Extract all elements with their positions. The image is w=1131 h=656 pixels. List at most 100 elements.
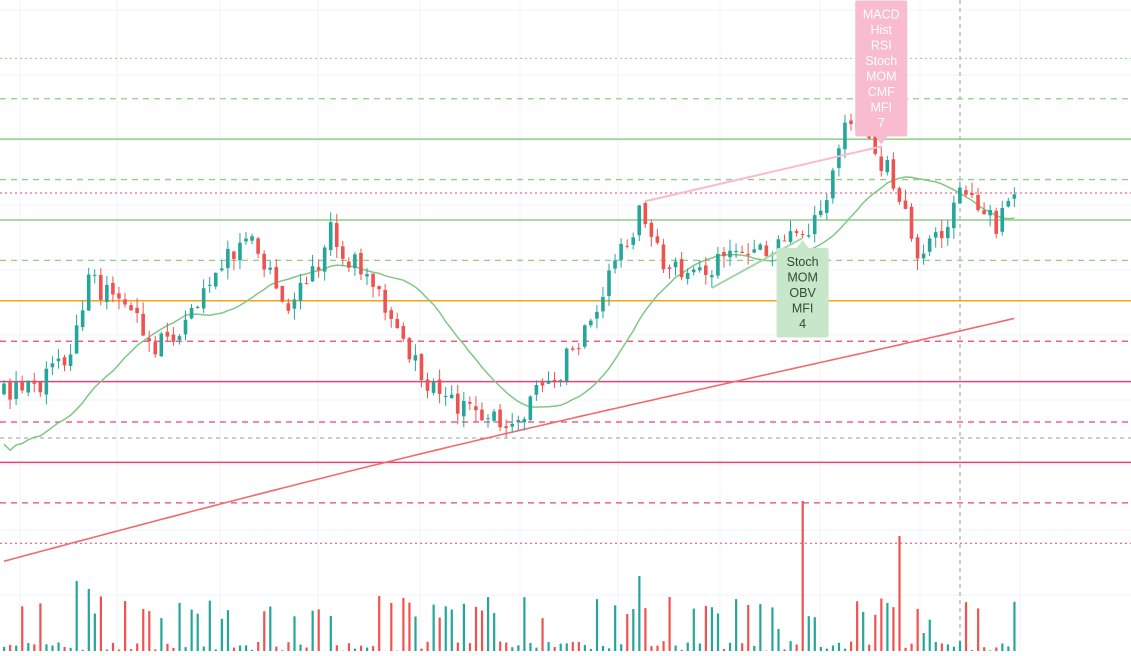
candle-body xyxy=(135,308,139,313)
candle-body xyxy=(178,336,182,340)
volume-bar xyxy=(529,643,531,651)
candle-body xyxy=(722,252,726,256)
candle-body xyxy=(916,237,920,258)
candle-body xyxy=(637,205,641,235)
volume-bar xyxy=(287,642,289,651)
volume-bar xyxy=(838,643,840,651)
volume-bar xyxy=(3,647,5,651)
candle-body xyxy=(244,239,248,242)
volume-bar xyxy=(233,648,235,651)
volume-bar xyxy=(535,648,537,651)
candle-body xyxy=(335,223,339,247)
candle-body xyxy=(1013,194,1017,198)
candle-body xyxy=(698,267,702,270)
candle-body xyxy=(631,237,635,244)
candle-body xyxy=(976,195,980,210)
candle-body xyxy=(601,297,605,311)
volume-bar xyxy=(632,609,634,651)
volume-bar xyxy=(650,646,652,651)
candle-body xyxy=(220,268,224,270)
volume-bar xyxy=(868,645,870,651)
volume-bar xyxy=(142,609,144,651)
candle-body xyxy=(111,283,115,295)
volume-bar xyxy=(669,597,671,651)
volume-bar xyxy=(941,643,943,651)
candle-body xyxy=(414,355,418,360)
candle-body xyxy=(535,385,539,395)
volume-bar xyxy=(27,643,29,651)
volume-bar xyxy=(929,620,931,651)
volume-bar xyxy=(293,616,295,651)
volume-bar xyxy=(1013,602,1015,651)
candle-body xyxy=(565,349,569,381)
candle-body xyxy=(795,231,799,233)
volume-bar xyxy=(578,642,580,651)
candle-body xyxy=(117,293,121,298)
volume-bar xyxy=(832,645,834,651)
volume-bar xyxy=(427,642,429,651)
candle-body xyxy=(801,234,805,235)
candle-body xyxy=(256,238,260,253)
volume-bar xyxy=(705,606,707,651)
candle-body xyxy=(262,254,266,270)
candle-body xyxy=(740,252,744,253)
candle-body xyxy=(190,308,194,319)
candle-body xyxy=(69,354,73,366)
volume-bar xyxy=(983,647,985,651)
volume-bar xyxy=(965,602,967,651)
candle-body xyxy=(553,380,557,381)
candle-body xyxy=(994,211,998,234)
volume-bar xyxy=(378,596,380,651)
volume-bar xyxy=(178,603,180,651)
volume-bar xyxy=(100,596,102,651)
candle-body xyxy=(287,303,291,311)
volume-bar xyxy=(402,598,404,651)
volume-bar xyxy=(953,647,955,651)
volume-bar xyxy=(445,606,447,651)
volume-bar xyxy=(638,576,640,651)
candle-body xyxy=(504,426,508,428)
candle-body xyxy=(214,273,218,287)
volume-bar xyxy=(541,618,543,651)
candle-body xyxy=(523,419,527,422)
volume-bar xyxy=(753,646,755,651)
candle-body xyxy=(680,259,684,277)
candle-body xyxy=(468,402,472,404)
volume-bar xyxy=(923,633,925,651)
annotation-text-line: CMF xyxy=(868,85,895,99)
volume-bar xyxy=(221,619,223,651)
volume-bar xyxy=(136,643,138,651)
volume-bar xyxy=(499,641,501,651)
candle-body xyxy=(789,231,793,242)
candle-body xyxy=(746,254,750,255)
volume-bar xyxy=(850,642,852,651)
volume-bar xyxy=(995,647,997,651)
candle-body xyxy=(946,227,950,238)
volume-bar xyxy=(505,643,507,651)
candle-body xyxy=(692,269,696,272)
volume-bar xyxy=(481,611,483,651)
candle-body xyxy=(39,382,43,392)
candle-body xyxy=(529,396,533,419)
candle-body xyxy=(129,305,133,310)
volume-bar xyxy=(185,647,187,651)
candle-body xyxy=(226,249,230,268)
candle-body xyxy=(371,274,375,287)
candle-body xyxy=(432,382,436,393)
candle-body xyxy=(299,283,303,301)
candle-body xyxy=(268,268,272,270)
candle-body xyxy=(408,338,412,359)
candle-body xyxy=(456,394,460,414)
candle-body xyxy=(571,348,575,349)
candle-body xyxy=(892,159,896,188)
candle-body xyxy=(238,243,242,261)
candle-body xyxy=(250,236,254,240)
volume-bar xyxy=(729,643,731,651)
volume-bar xyxy=(693,609,695,651)
candle-body xyxy=(940,231,944,238)
annotation-text-line: Hist xyxy=(870,23,892,37)
volume-bar xyxy=(917,609,919,651)
